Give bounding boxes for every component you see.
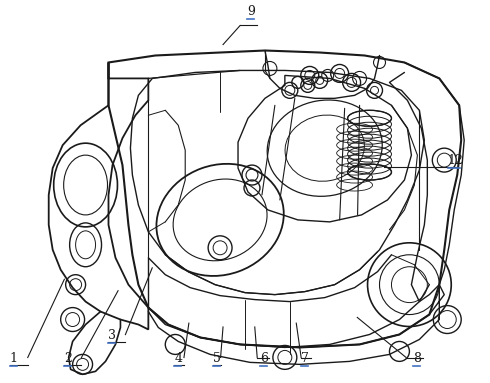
- Text: 2: 2: [64, 352, 72, 365]
- Text: 8: 8: [414, 352, 421, 365]
- Text: 12: 12: [447, 154, 464, 167]
- Text: 4: 4: [174, 352, 182, 365]
- Text: 9: 9: [247, 5, 255, 18]
- Text: 3: 3: [108, 329, 116, 342]
- Text: 6: 6: [260, 352, 268, 365]
- Text: 7: 7: [301, 352, 309, 365]
- Text: 5: 5: [213, 352, 221, 365]
- Text: 1: 1: [10, 352, 18, 365]
